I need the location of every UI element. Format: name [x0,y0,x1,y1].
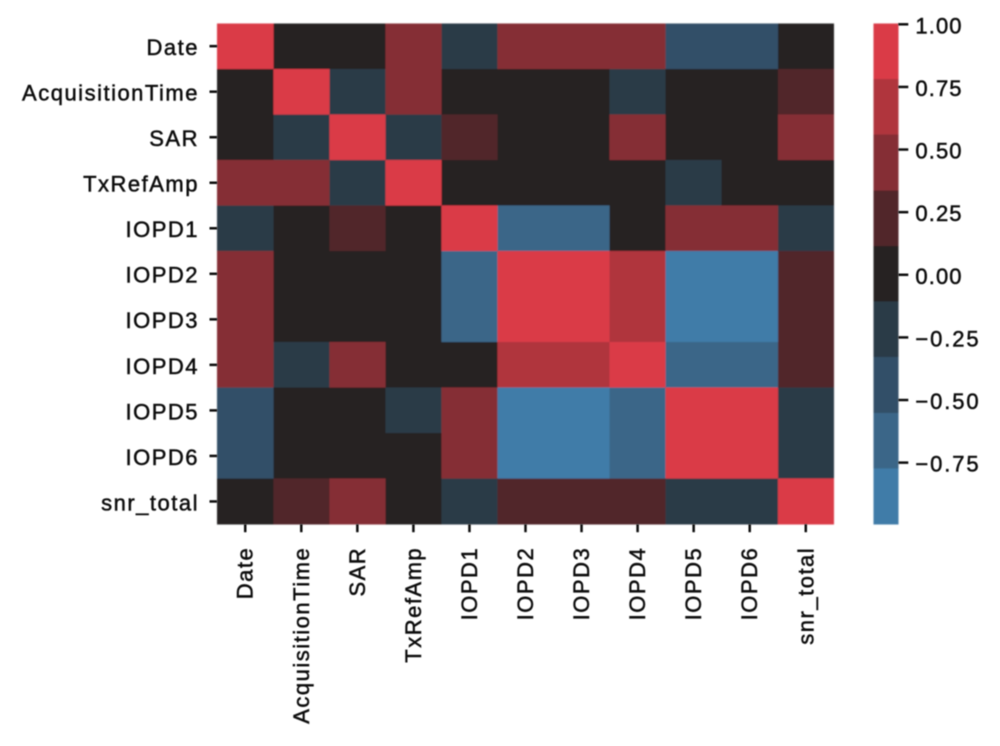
svg-text:IOPD3: IOPD3 [125,308,199,333]
svg-text:0.50: 0.50 [915,139,962,164]
svg-text:snr_total: snr_total [793,547,818,645]
svg-text:IOPD6: IOPD6 [737,547,762,621]
svg-text:IOPD2: IOPD2 [125,263,199,288]
svg-text:IOPD2: IOPD2 [513,547,538,621]
svg-text:−0.50: −0.50 [915,389,980,414]
svg-text:−0.25: −0.25 [915,326,980,351]
svg-text:IOPD1: IOPD1 [457,547,482,621]
svg-text:TxRefAmp: TxRefAmp [83,172,199,197]
svg-text:IOPD4: IOPD4 [625,547,650,621]
svg-text:AcquisitionTime: AcquisitionTime [22,81,199,106]
svg-text:0.25: 0.25 [915,201,962,226]
svg-text:IOPD4: IOPD4 [125,354,199,379]
svg-text:0.75: 0.75 [915,76,962,101]
svg-text:snr_total: snr_total [101,490,199,515]
svg-text:AcquisitionTime: AcquisitionTime [289,547,314,724]
svg-text:Date: Date [147,35,199,60]
svg-text:−0.75: −0.75 [915,452,980,477]
svg-text:TxRefAmp: TxRefAmp [401,547,426,663]
svg-text:IOPD1: IOPD1 [125,217,199,242]
svg-text:Date: Date [233,547,258,599]
svg-text:IOPD5: IOPD5 [125,399,199,424]
svg-text:IOPD6: IOPD6 [125,445,199,470]
svg-text:SAR: SAR [149,126,199,151]
svg-text:SAR: SAR [345,547,370,597]
svg-text:0.00: 0.00 [915,264,962,289]
svg-text:1.00: 1.00 [915,13,962,38]
svg-text:IOPD3: IOPD3 [569,547,594,621]
svg-text:IOPD5: IOPD5 [681,547,706,621]
